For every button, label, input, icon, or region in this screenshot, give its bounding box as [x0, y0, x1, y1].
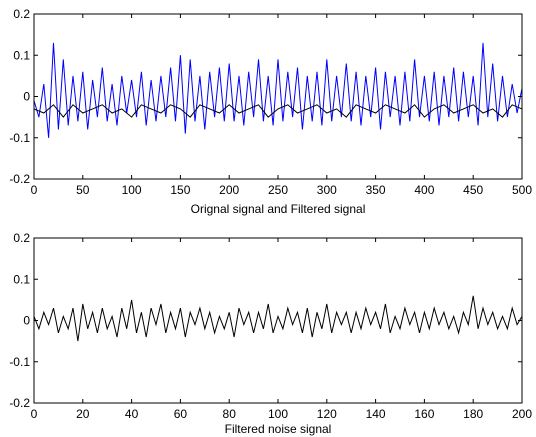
- series-1-line: [33, 104, 523, 118]
- x-tick-label: 100: [122, 183, 142, 197]
- y-tick-label: 0: [23, 90, 30, 104]
- y-tick-label: -0.2: [9, 396, 30, 410]
- x-tick-label: 50: [76, 183, 90, 197]
- bottom-chart: 0 20 40 60 80 100 120 140 160 180 200 0.2 0.1 0 -0.1 -0…: [9, 231, 532, 436]
- x-tick-label: 80: [223, 407, 237, 421]
- x-tick-label: 400: [414, 183, 434, 197]
- x-tick-label: 0: [31, 183, 38, 197]
- y-tick-label: -0.1: [9, 131, 30, 145]
- x-tick-label: 60: [174, 407, 188, 421]
- x-tick-label: 250: [268, 183, 288, 197]
- x-tick-label: 140: [366, 407, 386, 421]
- plot-frame: [33, 13, 523, 180]
- x-tick-label: 200: [512, 407, 532, 421]
- y-tick-label: -0.1: [9, 355, 30, 369]
- y-tick-label: 0.2: [13, 231, 30, 245]
- x-tick-label: 150: [170, 183, 190, 197]
- x-axis-label: Orignal signal and Filtered signal: [191, 202, 366, 216]
- y-tick-label: 0.1: [13, 272, 30, 286]
- top-chart: 0 50 100 150 200 250 300 350 400 450 5000.20.10-0.…: [9, 7, 532, 216]
- x-tick-label: 120: [317, 407, 337, 421]
- x-tick-label: 40: [125, 407, 139, 421]
- series-0-line: [33, 42, 523, 138]
- y-tick-label: 0.1: [13, 48, 30, 62]
- y-tick-label: -0.2: [9, 172, 30, 186]
- x-tick-label: 100: [268, 407, 288, 421]
- x-tick-label: 300: [317, 183, 337, 197]
- x-tick-label: 180: [463, 407, 483, 421]
- x-tick-label: 450: [463, 183, 483, 197]
- plot-frame: [33, 237, 523, 404]
- x-tick-label: 20: [76, 407, 90, 421]
- x-tick-label: 500: [512, 183, 532, 197]
- x-tick-label: 200: [219, 183, 239, 197]
- x-tick-label: 160: [414, 407, 434, 421]
- x-tick-label: 0: [31, 407, 38, 421]
- y-tick-label: 0: [23, 314, 30, 328]
- series-0-line: [33, 295, 523, 342]
- x-axis-label: Filtered noise signal: [225, 422, 332, 436]
- x-tick-label: 350: [366, 183, 386, 197]
- y-tick-label: 0.2: [13, 7, 30, 21]
